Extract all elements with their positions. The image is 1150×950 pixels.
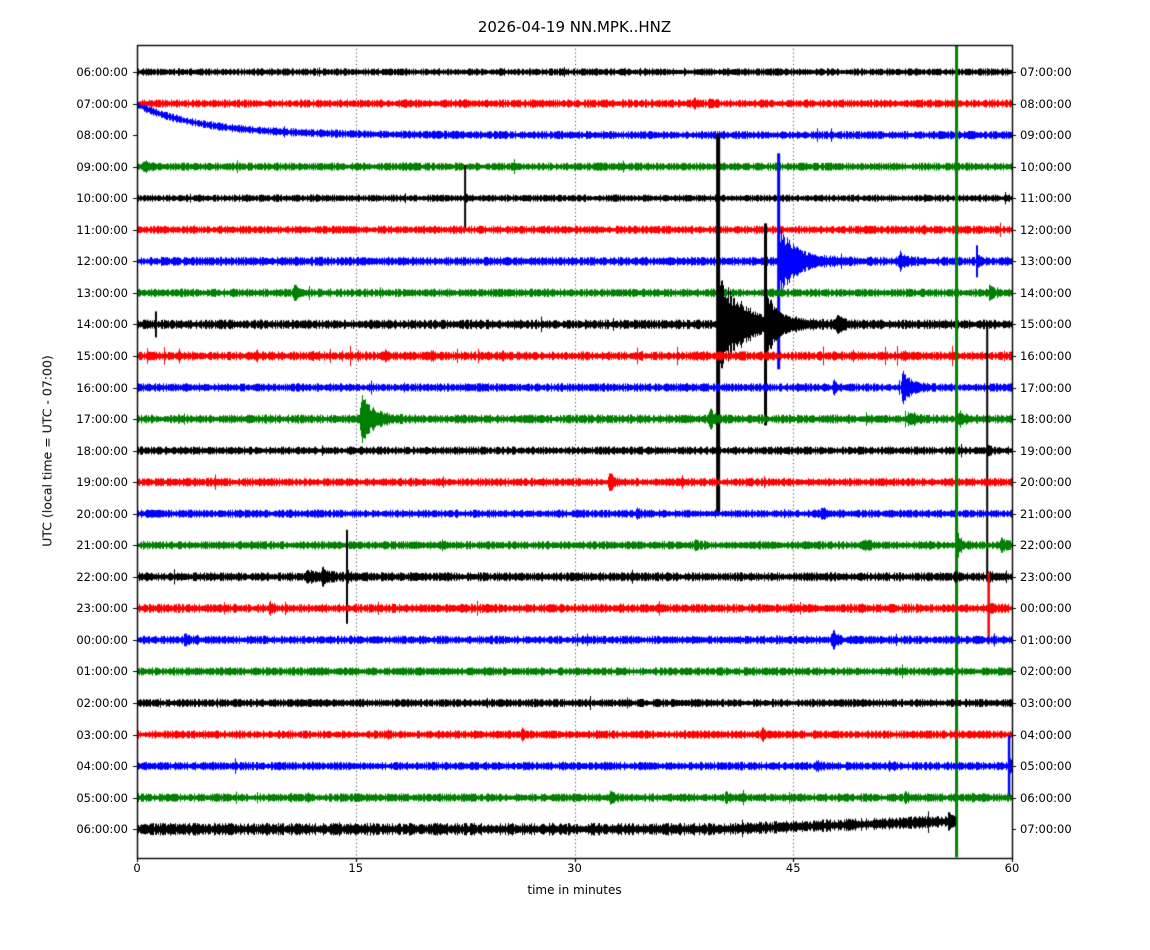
left-time-label: 16:00:00 [76,380,128,395]
left-time-label: 23:00:00 [76,601,128,616]
x-tick-label: 0 [133,861,141,875]
left-time-label: 07:00:00 [76,96,128,111]
left-time-label: 13:00:00 [76,285,128,300]
right-time-label: 04:00:00 [1020,727,1072,742]
left-time-label: 14:00:00 [76,317,128,332]
left-time-label: 01:00:00 [76,664,128,679]
left-time-label: 12:00:00 [76,254,128,269]
right-time-label: 07:00:00 [1020,822,1072,837]
right-time-label: 00:00:00 [1020,601,1072,616]
left-time-label: 08:00:00 [76,128,128,143]
left-time-label: 18:00:00 [76,443,128,458]
right-time-label: 02:00:00 [1020,664,1072,679]
right-time-label: 16:00:00 [1020,348,1072,363]
right-time-label: 23:00:00 [1020,569,1072,584]
right-time-label: 20:00:00 [1020,475,1072,490]
right-time-label: 11:00:00 [1020,191,1072,206]
left-time-label: 00:00:00 [76,632,128,647]
right-time-label: 13:00:00 [1020,254,1072,269]
left-time-label: 15:00:00 [76,348,128,363]
right-time-label: 06:00:00 [1020,790,1072,805]
right-time-label: 09:00:00 [1020,128,1072,143]
right-time-label: 12:00:00 [1020,222,1072,237]
right-time-label: 01:00:00 [1020,632,1072,647]
right-time-label: 15:00:00 [1020,317,1072,332]
left-time-label: 02:00:00 [76,696,128,710]
left-time-label: 22:00:00 [76,569,128,584]
right-time-label: 08:00:00 [1020,96,1072,111]
left-time-label: 03:00:00 [76,727,128,742]
right-time-label: 05:00:00 [1020,759,1072,774]
right-time-label: 14:00:00 [1020,285,1072,300]
left-time-label: 11:00:00 [76,222,128,237]
left-time-label: 19:00:00 [76,475,128,490]
right-time-label: 22:00:00 [1020,538,1072,553]
left-time-label: 06:00:00 [76,65,128,79]
right-time-label: 03:00:00 [1020,696,1072,710]
chart-title: 2026-04-19 NN.MPK..HNZ [477,18,672,36]
left-time-label: 06:00:00 [76,822,128,837]
left-time-label: 05:00:00 [76,790,128,805]
x-tick-label: 60 [1004,861,1020,875]
left-time-label: 04:00:00 [76,759,128,774]
right-time-label: 07:00:00 [1020,65,1072,79]
right-time-label: 17:00:00 [1020,380,1072,395]
left-time-label: 10:00:00 [76,191,128,206]
left-time-label: 09:00:00 [76,159,128,174]
x-tick-label: 15 [348,861,364,875]
left-time-label: 17:00:00 [76,412,128,427]
left-time-label: 21:00:00 [76,538,128,553]
x-tick-label: 30 [567,861,582,875]
x-tick-label: 45 [785,861,801,875]
x-axis-label: time in minutes [527,883,622,897]
right-time-label: 19:00:00 [1020,443,1072,458]
right-time-label: 18:00:00 [1020,412,1072,427]
right-time-label: 21:00:00 [1020,506,1072,521]
left-time-label: 20:00:00 [76,506,128,521]
right-time-label: 10:00:00 [1020,159,1072,174]
